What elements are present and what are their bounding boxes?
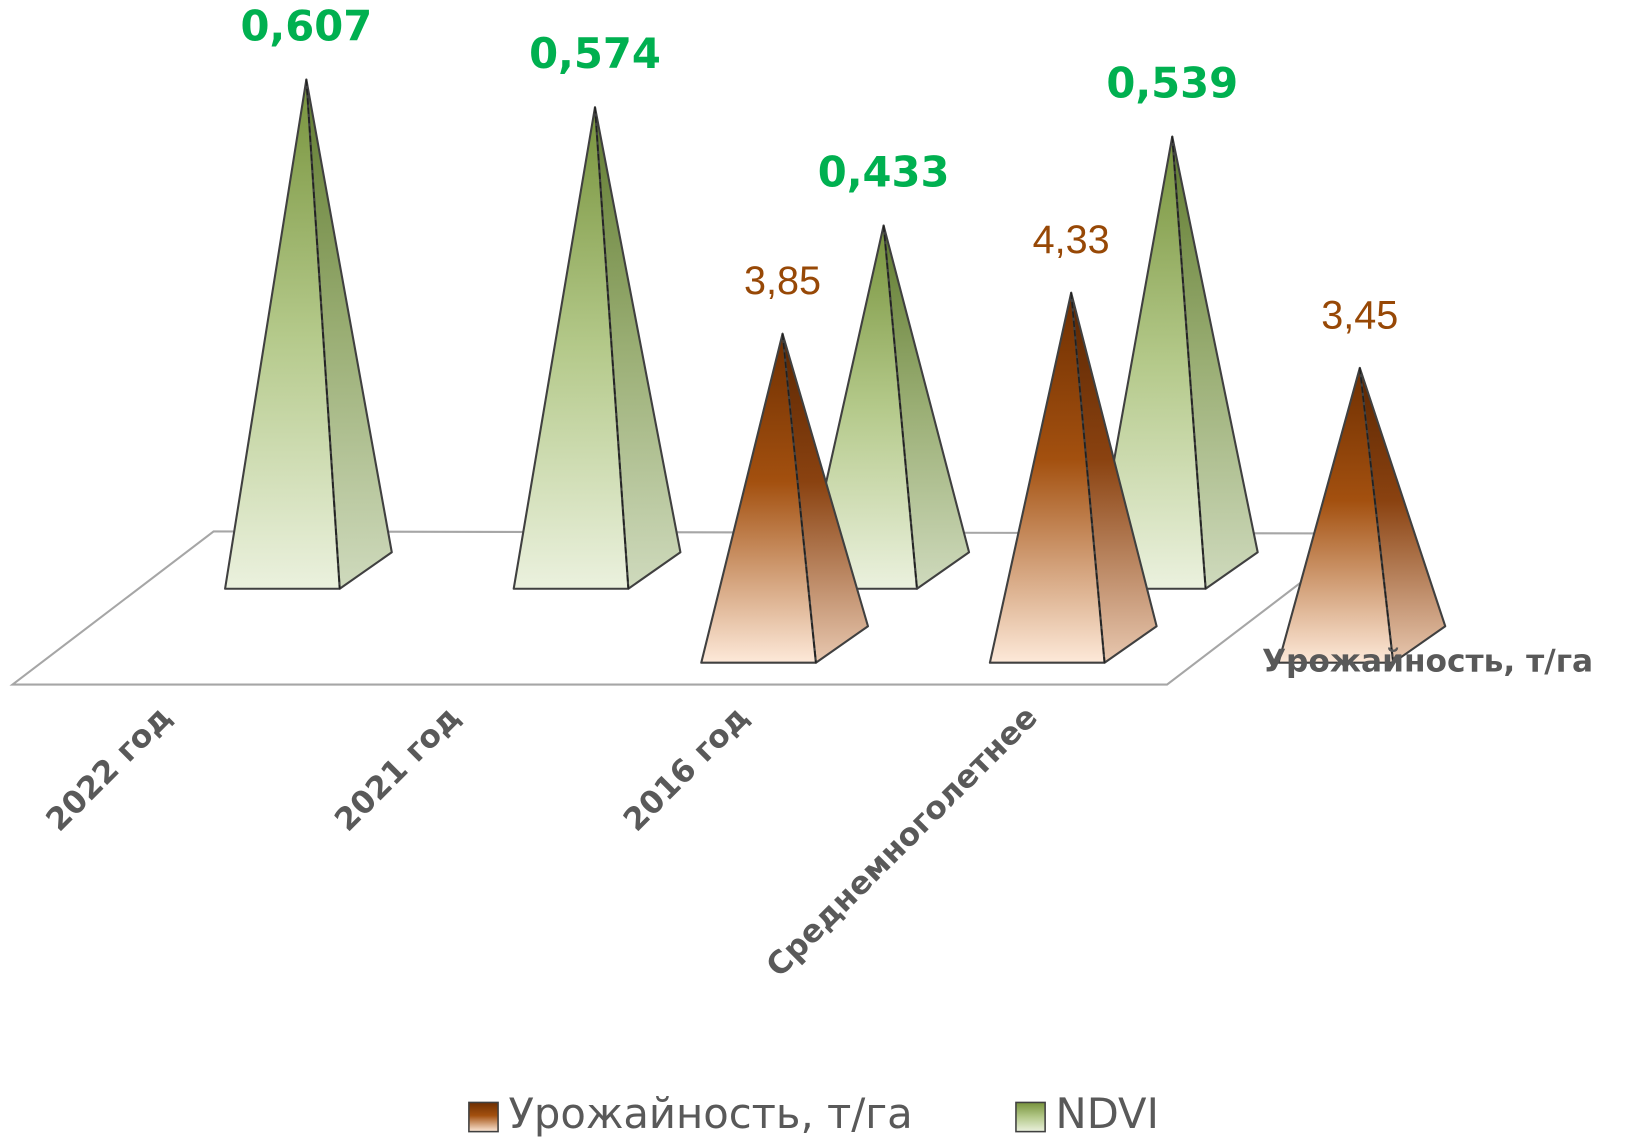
pyramid	[1277, 366, 1447, 664]
x-tick-label: 2021 год	[328, 699, 467, 838]
x-tick-label: Среднемноголетнее	[760, 699, 1045, 984]
pyramid-edge	[1359, 367, 1394, 663]
pyramid-edge	[1070, 292, 1106, 663]
pyramid-edge	[1171, 136, 1207, 589]
pyramid-front	[988, 291, 1106, 664]
data-label: 3,45	[1321, 293, 1398, 337]
data-label: 4,33	[1033, 218, 1110, 262]
pyramid-edge	[781, 333, 817, 663]
data-label: 0,607	[240, 2, 372, 51]
pyramid	[1089, 135, 1259, 590]
legend-swatch	[1015, 1101, 1046, 1133]
pyramid-edge	[882, 225, 918, 589]
data-label: 0,574	[529, 29, 661, 78]
pyramid	[512, 106, 682, 590]
legend-label: Урожайность, т/га	[508, 1089, 912, 1138]
pyramid-front	[1277, 366, 1395, 664]
data-label: 0,433	[818, 148, 950, 197]
pyramid-edge	[594, 107, 630, 589]
pyramid	[988, 291, 1158, 664]
legend-label: NDVI	[1056, 1089, 1159, 1138]
pyramid	[224, 78, 393, 590]
x-tick-label: 2022 год	[40, 699, 179, 838]
legend-swatch	[468, 1101, 499, 1133]
data-label: 3,85	[744, 259, 821, 303]
pyramid-edge	[305, 79, 341, 589]
x-tick-label: 2016 год	[617, 699, 756, 838]
plot: 0,607 0,574 0,433 0,539 NDVI 3,85 4,33 3,45 Урож…	[9, 2, 1593, 1138]
pyramid-front	[512, 106, 630, 590]
data-label: 0,539	[1106, 59, 1238, 108]
depth-label: Урожайность, т/га	[1262, 644, 1593, 680]
pyramid	[700, 332, 870, 664]
